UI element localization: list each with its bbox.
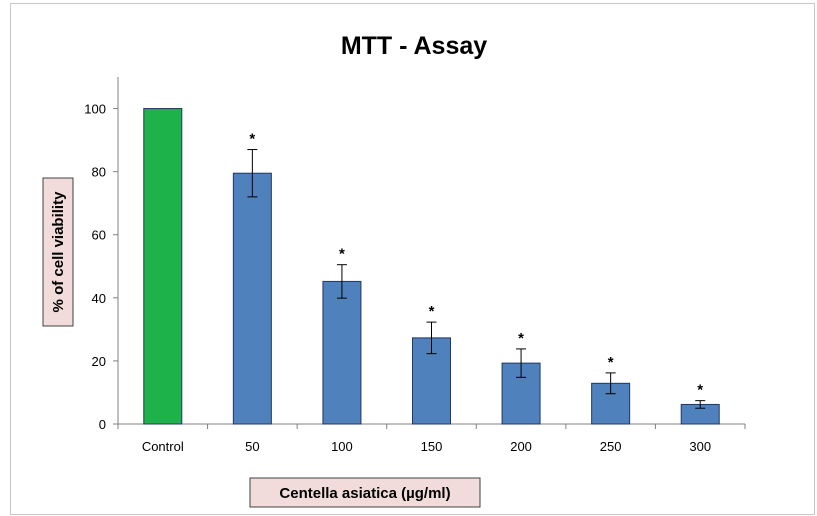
bar-100 [322,280,362,425]
chart-title: MTT - Assay [341,32,487,60]
plot-area: 0 20 40 60 80 100 Control * 50 * 100 * 150 * 200 * 250 * 3… [84,77,746,454]
significance-marker-150: * [429,303,435,320]
significance-marker-250: * [608,354,614,371]
x-tick-label: 200 [510,439,532,454]
x-tick-label: 150 [421,439,443,454]
y-tick-label: 20 [92,354,106,369]
y-axis-label-group: % of cell viability [42,177,74,327]
y-tick-label: 0 [99,417,106,432]
significance-marker-200: * [518,330,524,347]
significance-marker-100: * [339,246,345,263]
bar-Control [143,108,183,425]
x-axis-label: Centella asiatica (µg/ml) [279,485,450,502]
x-tick-label: 100 [331,439,353,454]
y-axis-label-box [42,177,74,327]
x-axis-label-group: Centella asiatica (µg/ml) [249,477,481,508]
x-tick-label: 50 [245,439,259,454]
x-tick-label: 300 [689,439,711,454]
y-axis-label: % of cell viability [50,191,67,313]
y-tick-label: 80 [92,165,106,180]
y-tick-label: 40 [92,291,106,306]
x-tick-label: 250 [600,439,622,454]
x-tick-label: Control [142,439,184,454]
x-axis-label-box [249,477,481,508]
bar-50 [232,172,272,425]
significance-marker-300: * [697,382,703,399]
significance-marker-50: * [249,131,255,148]
y-tick-label: 60 [92,228,106,243]
y-tick-label: 100 [84,102,106,117]
